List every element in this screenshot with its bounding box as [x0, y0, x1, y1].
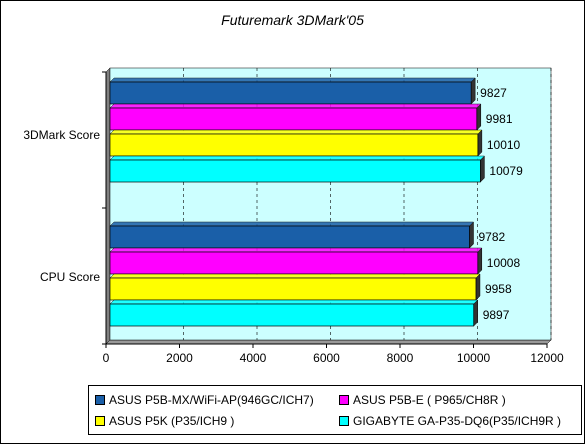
bar-3dmark-series-2	[109, 107, 478, 131]
bar-cpu-series-4	[109, 303, 475, 327]
legend-item-series-3: ASUS P5K (P35/ICH9 )	[95, 413, 234, 429]
data-label-cpu-series-4: 9897	[483, 308, 510, 322]
data-label-3dmark-series-1: 9827	[480, 86, 507, 100]
legend-label-series-2: ASUS P5B-E ( P965/CH8R )	[353, 393, 506, 407]
bar-3dmark-series-1	[109, 81, 472, 105]
bar-side	[475, 273, 481, 301]
bar-side	[470, 77, 476, 105]
category-label-cpu-score: CPU Score	[39, 270, 100, 284]
bar-cpu-series-2	[109, 251, 479, 275]
legend-swatch-series-1	[95, 394, 105, 405]
legend-swatch-series-3	[95, 415, 105, 426]
bar-top	[109, 103, 482, 109]
x-tick-label-10000: 10000	[457, 351, 491, 365]
bar-top	[109, 299, 479, 305]
legend-label-series-4: GIGABYTE GA-P35-DQ6(P35/ICH9R )	[353, 414, 562, 428]
plot-side-wall	[105, 67, 111, 345]
data-label-3dmark-series-4: 10079	[489, 164, 523, 178]
chart-title: Futuremark 3DMark'05	[221, 12, 364, 28]
bar-side	[473, 299, 478, 327]
bar-3dmark-series-3	[109, 133, 479, 157]
bar-3dmark-series-4	[109, 159, 481, 183]
x-tick-label-8000: 8000	[387, 351, 414, 365]
x-tick-label-6000: 6000	[313, 351, 340, 365]
bar-top	[109, 273, 481, 279]
legend: ASUS P5B-MX/WiFi-AP(946GC/ICH7) ASUS P5B…	[88, 385, 582, 435]
bar-side	[477, 247, 483, 275]
data-label-cpu-series-2: 10008	[487, 256, 521, 270]
x-tick-label-2000: 2000	[166, 351, 193, 365]
legend-label-series-1: ASUS P5B-MX/WiFi-AP(946GC/ICH7)	[109, 393, 314, 407]
bar-cpu-series-1	[109, 225, 470, 249]
bar-top	[109, 155, 486, 161]
legend-swatch-series-4	[339, 415, 349, 426]
legend-item-series-4: GIGABYTE GA-P35-DQ6(P35/ICH9R )	[339, 413, 561, 429]
data-label-3dmark-series-3: 10010	[487, 138, 521, 152]
data-label-cpu-series-1: 9782	[478, 230, 505, 244]
legend-item-series-2: ASUS P5B-E ( P965/CH8R )	[339, 392, 506, 408]
legend-swatch-series-2	[339, 394, 349, 405]
bar-cpu-series-3	[109, 277, 477, 301]
bar-side	[477, 129, 483, 157]
x-tick-label-12000: 12000	[530, 351, 564, 365]
bar-top	[109, 247, 483, 253]
legend-item-series-1: ASUS P5B-MX/WiFi-AP(946GC/ICH7)	[95, 392, 314, 408]
x-tick-label-0: 0	[103, 351, 110, 365]
x-tick-label-4000: 4000	[240, 351, 267, 365]
bar-side	[480, 155, 485, 183]
bar-side	[476, 103, 482, 131]
bar-side	[469, 221, 474, 249]
bar-top	[109, 221, 475, 227]
bar-top	[109, 77, 476, 83]
data-label-3dmark-series-2: 9981	[486, 112, 513, 126]
bar-top	[109, 129, 483, 135]
data-label-cpu-series-3: 9958	[485, 282, 512, 296]
plot-floor	[105, 339, 552, 345]
legend-label-series-3: ASUS P5K (P35/ICH9 )	[109, 414, 235, 428]
category-label-3dmark-score: 3DMark Score	[23, 128, 100, 142]
